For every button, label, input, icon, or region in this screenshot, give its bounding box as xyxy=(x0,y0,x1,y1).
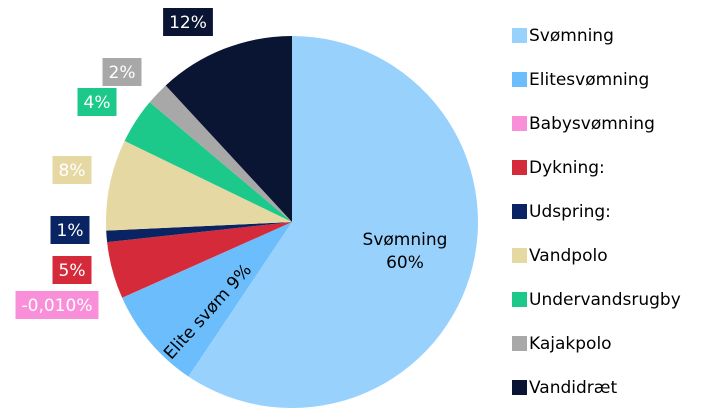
legend-swatch xyxy=(512,292,527,307)
legend-label: Vandidræt xyxy=(529,378,617,398)
value-label-text: 8% xyxy=(59,161,86,181)
legend-swatch xyxy=(512,380,527,395)
pie-slice xyxy=(165,36,292,222)
pie-slice xyxy=(106,222,293,243)
value-label-box xyxy=(77,88,117,116)
legend-label: Udspring: xyxy=(529,202,611,222)
legend-label: Svømning xyxy=(529,26,614,46)
value-label-box xyxy=(15,291,99,319)
pie-slice xyxy=(188,36,479,408)
legend-swatch xyxy=(512,72,527,87)
value-label: 4% xyxy=(77,88,117,116)
legend-swatch xyxy=(512,248,527,263)
value-label-box xyxy=(102,58,142,86)
value-label-text: 2% xyxy=(109,63,136,83)
legend-label: Undervandsrugby xyxy=(529,290,681,310)
value-label-text: 5% xyxy=(59,261,86,281)
value-label: 8% xyxy=(52,156,92,184)
value-label-text: -0,010% xyxy=(22,296,93,316)
value-label-box xyxy=(52,256,92,284)
legend-label: Vandpolo xyxy=(529,246,608,266)
legend-label: Kajakpolo xyxy=(529,334,612,354)
legend-label: Elitesvømning xyxy=(529,70,649,90)
pie-slice xyxy=(124,102,293,222)
slice-category-label: Svømning xyxy=(363,230,448,250)
value-label-box xyxy=(163,8,213,36)
value-label: 1% xyxy=(50,216,90,244)
slice-value-label: 60% xyxy=(386,253,424,273)
legend-swatch xyxy=(512,28,527,43)
value-label-box xyxy=(50,216,90,244)
value-label: 2% xyxy=(102,58,142,86)
value-label: -0,010% xyxy=(15,291,99,319)
pie-slice xyxy=(122,222,292,298)
pie-slice xyxy=(106,140,293,231)
value-label-text: 4% xyxy=(84,93,111,113)
pie-slice xyxy=(107,222,292,298)
pie-slice xyxy=(149,85,292,222)
legend-swatch xyxy=(512,160,527,175)
legend-label: Babysvømning xyxy=(529,114,655,134)
value-label: 5% xyxy=(52,256,92,284)
value-label-text: 1% xyxy=(57,221,84,241)
pie-slice xyxy=(122,222,292,377)
legend-swatch xyxy=(512,204,527,219)
legend-label: Dykning: xyxy=(529,158,605,178)
value-label-text: 12% xyxy=(169,13,207,33)
value-label-box xyxy=(52,156,92,184)
legend-swatch xyxy=(512,336,527,351)
legend-swatch xyxy=(512,116,527,131)
value-label: 12% xyxy=(163,8,213,36)
